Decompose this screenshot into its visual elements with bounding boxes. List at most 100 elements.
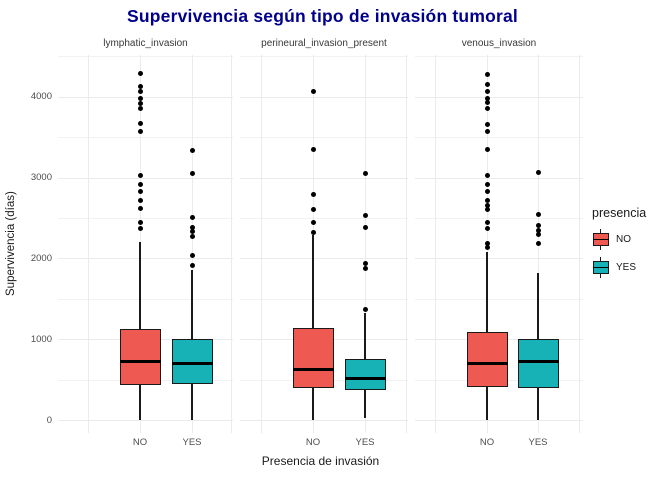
x-tick-label: NO bbox=[479, 437, 495, 448]
outlier-point bbox=[137, 83, 143, 89]
minor-gridline bbox=[240, 56, 408, 58]
panel-perineural-invasion bbox=[240, 55, 408, 433]
outlier-point bbox=[362, 225, 368, 231]
outlier-point bbox=[484, 121, 490, 127]
upper-whisker bbox=[537, 272, 539, 340]
upper-whisker bbox=[191, 269, 193, 340]
outlier-point bbox=[137, 95, 143, 101]
outlier-point bbox=[137, 129, 143, 135]
boxplot-box bbox=[292, 327, 334, 389]
major-gridline bbox=[58, 177, 233, 179]
outlier-point bbox=[484, 197, 490, 203]
outlier-point bbox=[310, 146, 316, 152]
outlier-point bbox=[484, 173, 490, 179]
y-tick-label: 1000 bbox=[30, 333, 52, 345]
median-line bbox=[466, 361, 508, 365]
major-gridline bbox=[58, 420, 233, 421]
major-gridline bbox=[415, 96, 583, 98]
outlier-point bbox=[137, 205, 143, 211]
boxplot-box bbox=[344, 358, 386, 391]
outlier-point bbox=[484, 129, 490, 135]
vertical-gridline bbox=[192, 55, 193, 433]
boxplot-box bbox=[171, 339, 213, 385]
outlier-point bbox=[535, 232, 541, 238]
outlier-point bbox=[362, 213, 368, 219]
vertical-gridline bbox=[261, 55, 262, 433]
outlier-point bbox=[189, 225, 195, 231]
legend-label-yes: YES bbox=[616, 262, 637, 273]
median-line bbox=[517, 359, 559, 363]
x-tick-label: YES bbox=[355, 437, 375, 448]
median-line bbox=[292, 367, 334, 371]
minor-gridline bbox=[415, 298, 583, 300]
outlier-point bbox=[484, 202, 490, 208]
lower-whisker bbox=[486, 386, 488, 420]
outlier-point bbox=[137, 226, 143, 231]
outlier-point bbox=[189, 148, 195, 154]
boxplot-key-icon bbox=[592, 229, 609, 250]
outlier-point bbox=[310, 89, 316, 95]
legend-item-yes: YES bbox=[592, 257, 672, 278]
outlier-point bbox=[484, 71, 490, 77]
lower-whisker bbox=[312, 388, 314, 420]
key-median-line bbox=[592, 266, 609, 269]
outlier-point bbox=[189, 234, 195, 240]
major-gridline bbox=[240, 177, 408, 179]
y-tick-label: 2000 bbox=[30, 252, 52, 264]
plot-title: Supervivencia según tipo de invasión tum… bbox=[127, 6, 518, 26]
outlier-point bbox=[484, 188, 490, 194]
legend-title: presencia bbox=[592, 206, 647, 220]
major-gridline bbox=[240, 96, 408, 98]
key-median-line bbox=[592, 238, 609, 241]
median-line bbox=[171, 361, 213, 365]
outlier-point bbox=[484, 95, 490, 101]
outlier-point bbox=[362, 266, 368, 272]
median-line bbox=[119, 359, 161, 363]
outlier-point bbox=[137, 182, 143, 188]
outlier-point bbox=[484, 206, 490, 212]
minor-gridline bbox=[240, 137, 408, 139]
outlier-point bbox=[484, 219, 490, 225]
major-gridline bbox=[415, 177, 583, 179]
facet-strip-venous-invasion: venous_invasion bbox=[461, 38, 537, 49]
boxplot-box bbox=[119, 328, 161, 386]
outlier-point bbox=[137, 172, 143, 178]
outlier-point bbox=[484, 82, 490, 88]
outlier-point bbox=[189, 263, 195, 269]
outlier-point bbox=[535, 170, 541, 176]
minor-gridline bbox=[415, 218, 583, 219]
y-tick-label: 4000 bbox=[30, 91, 52, 103]
facet-strip-lymphatic-invasion: lymphatic_invasion bbox=[103, 38, 188, 49]
median-line bbox=[344, 377, 386, 381]
outlier-point bbox=[137, 188, 143, 194]
vertical-gridline bbox=[231, 55, 232, 433]
outlier-point bbox=[189, 253, 195, 259]
panel-venous-invasion bbox=[415, 55, 583, 433]
minor-gridline bbox=[58, 218, 233, 219]
outlier-point bbox=[484, 182, 490, 188]
outlier-point bbox=[137, 89, 143, 95]
minor-gridline bbox=[240, 298, 408, 300]
outlier-point bbox=[137, 100, 143, 106]
outlier-point bbox=[362, 306, 368, 312]
minor-gridline bbox=[58, 56, 233, 58]
minor-gridline bbox=[415, 56, 583, 58]
outlier-point bbox=[137, 197, 143, 203]
y-tick-label: 3000 bbox=[30, 172, 52, 184]
outlier-point bbox=[137, 106, 143, 112]
x-axis-title: Presencia de invasión bbox=[261, 454, 380, 468]
outlier-point bbox=[137, 220, 143, 226]
outlier-point bbox=[362, 171, 368, 177]
outlier-point bbox=[310, 206, 316, 212]
minor-gridline bbox=[415, 137, 583, 139]
legend-label-no: NO bbox=[616, 234, 631, 245]
upper-whisker bbox=[486, 251, 488, 332]
outlier-point bbox=[137, 120, 143, 126]
outlier-point bbox=[484, 99, 490, 105]
major-gridline bbox=[240, 258, 408, 260]
upper-whisker bbox=[139, 242, 141, 329]
outlier-point bbox=[310, 192, 316, 198]
vertical-gridline bbox=[365, 55, 366, 433]
minor-gridline bbox=[240, 218, 408, 219]
